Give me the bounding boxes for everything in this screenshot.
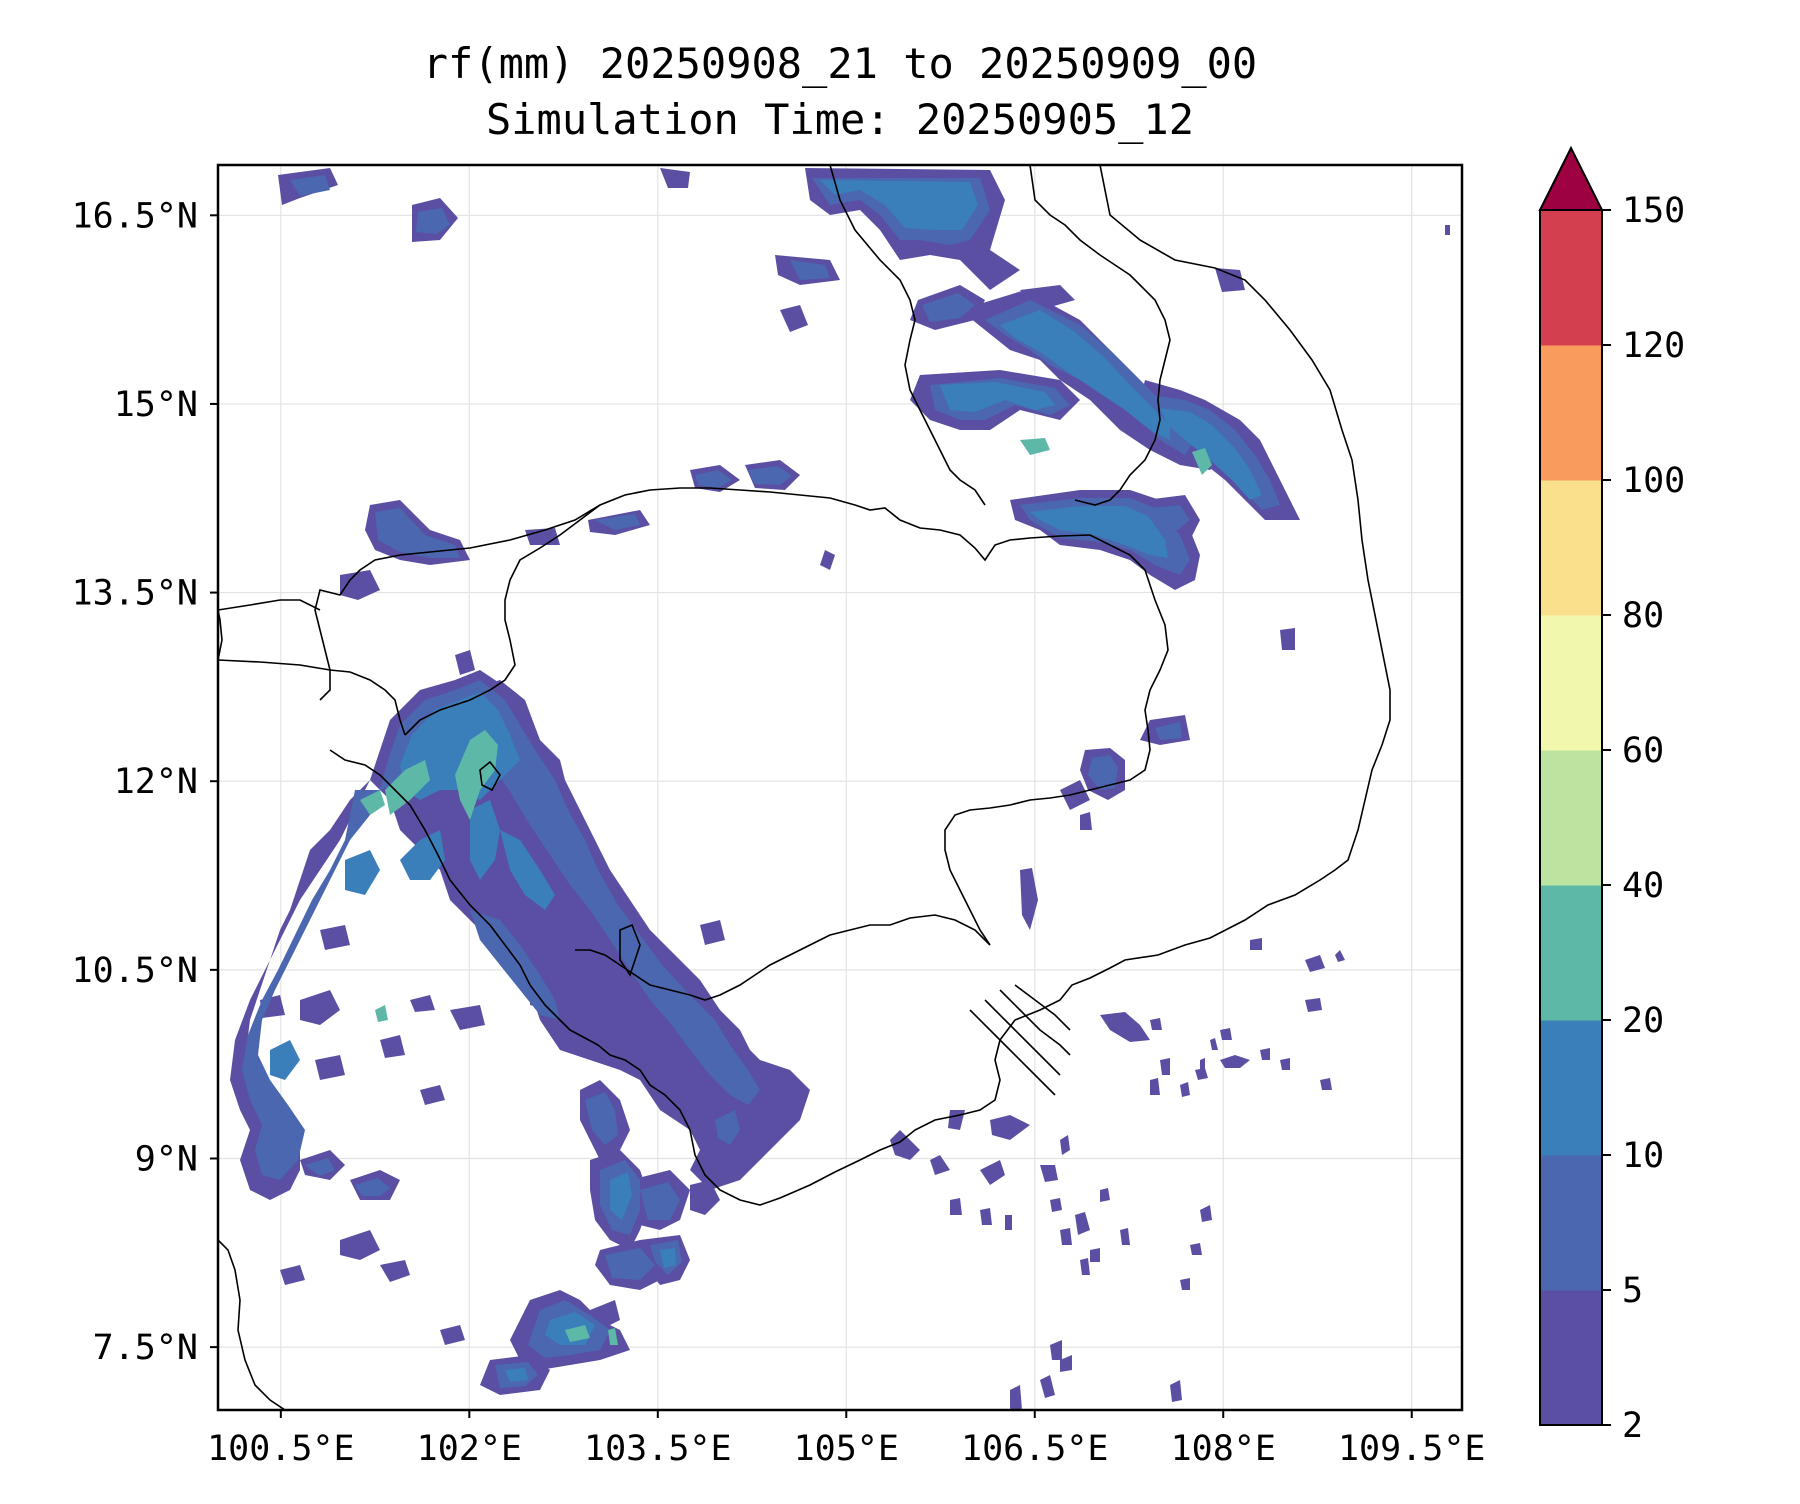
colorbar-tick-label: 20 [1622,1001,1664,1041]
coastline-thailand-upper [218,659,406,736]
x-tick-label: 103.5°E [584,1429,732,1469]
title-line-2: Simulation Time: 20250905_12 [486,95,1194,144]
mekong-delta-line-3 [999,989,1071,1056]
title-line-1: rf(mm) 20250908_21 to 20250909_00 [423,39,1257,88]
mekong-delta-lines [969,1009,1056,1096]
y-tick-label: 16.5°N [72,196,198,236]
colorbar-tick-label: 100 [1622,461,1685,501]
colorbar-segment [1540,615,1602,751]
island-phu-quoc [619,923,641,977]
coastline-thailand-south [218,1239,286,1410]
colorbar-tick-label: 120 [1622,326,1685,366]
colorbar-tick-label: 80 [1622,596,1664,636]
rainfall-field [230,168,1450,1410]
mekong-delta-line-2 [984,999,1061,1076]
colorbar-tick-label: 40 [1622,866,1664,906]
y-tick-label: 9°N [135,1139,198,1179]
rain-band-20-40 [360,438,1212,1345]
x-tick-label: 108°E [1171,1429,1276,1469]
y-tick-label: 7.5°N [93,1328,198,1368]
border-laos-vietnam [1029,165,1171,506]
x-tick-label: 100.5°E [207,1429,355,1469]
mekong-delta-line-4 [1014,984,1071,1031]
border-thailand-laos [314,504,601,701]
colorbar-segment [1540,1290,1602,1426]
map-frame [216,163,1464,1412]
colorbar: 2 5 10 20 40 60 80 100 120 150 [1538,145,1685,1446]
coastline-gulf-east [329,749,571,1031]
colorbar-segment [1540,1020,1602,1156]
colorbar-extend-max [1538,145,1604,211]
colorbar-segment [1540,1155,1602,1291]
border-thailand-north [218,599,321,611]
map-panel: 100.5°E 102°E 103.5°E 105°E 106.5°E 108°E 109.… [72,163,1486,1469]
axis-ticks: 100.5°E 102°E 103.5°E 105°E 106.5°E 108°E 109.… [72,196,1486,1469]
colorbar-segment [1540,750,1602,886]
colorbar-segment [1540,480,1602,616]
coastline-vietnam [569,165,1391,1206]
y-tick-label: 10.5°N [72,951,198,991]
colorbar-segment [1540,345,1602,481]
x-tick-label: 102°E [417,1429,522,1469]
border-cambodia-south [575,914,991,1001]
colorbar-frame [1539,209,1603,1426]
x-tick-label: 105°E [794,1429,899,1469]
colorbar-tick-label: 10 [1622,1136,1664,1176]
colorbar-segment [1540,885,1602,1021]
y-tick-label: 13.5°N [72,574,198,614]
colorbar-tick-label: 2 [1622,1406,1643,1446]
x-tick-label: 109.5°E [1338,1429,1486,1469]
x-tick-label: 106.5°E [961,1429,1109,1469]
colorbar-tick-label: 150 [1622,191,1685,231]
y-tick-label: 12°N [114,762,198,802]
border-laos-inner [829,165,986,506]
island-koh-kong [479,760,501,792]
colorbar-tick-label: 5 [1622,1271,1643,1311]
colorbar-segment [1540,210,1602,346]
border-cambodia [404,487,1169,946]
colorbar-tick-label: 60 [1622,731,1664,771]
geographic-lines [218,165,1391,1410]
y-tick-label: 15°N [114,385,198,425]
